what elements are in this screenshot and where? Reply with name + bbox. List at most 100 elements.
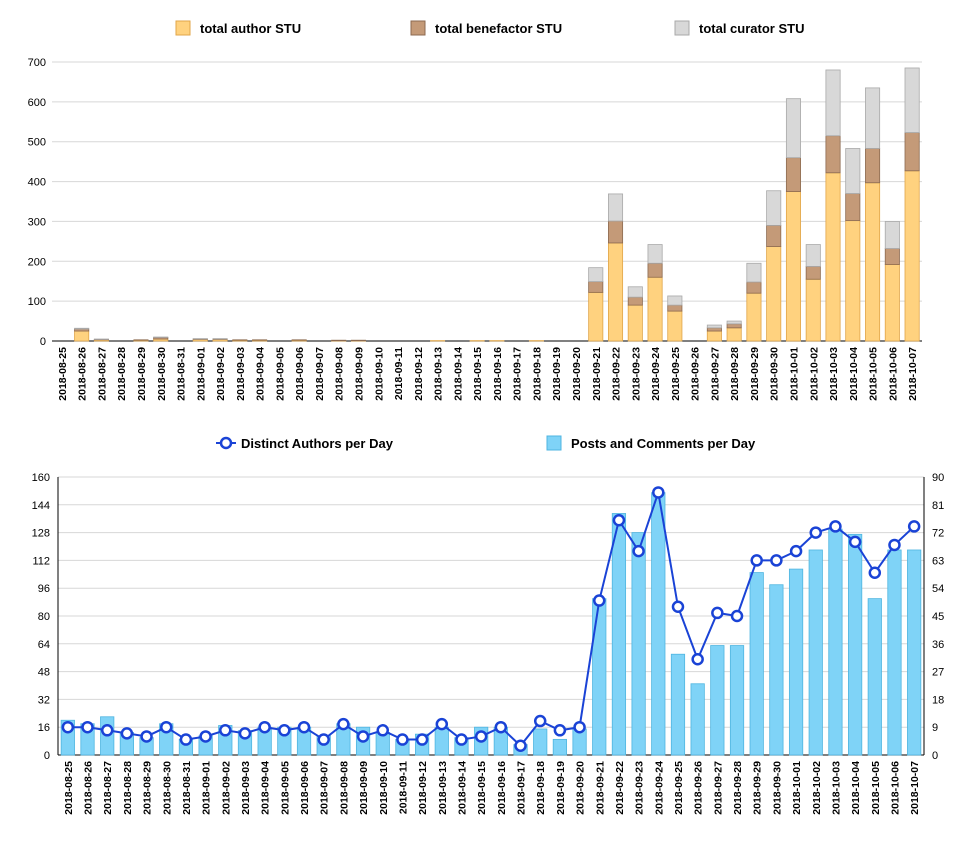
top-x-tick-label: 2018-09-17 [512,347,524,401]
top-bar-author-2018-09-24 [647,276,663,342]
legend-swatch-curator [674,20,690,36]
bottom-right-y-tick-label: 9 [932,722,938,734]
legend-label-posts-comments: Posts and Comments per Day [571,436,756,451]
bottom-left-y-tick-label: 160 [32,472,50,484]
distinct-authors-point-2018-09-04 [258,720,271,734]
top-x-tick-label: 2018-09-19 [551,347,563,401]
bottom-x-tick-label: 2018-09-14 [456,761,468,815]
posts-bar-2018-09-27 [710,645,725,756]
bottom-x-tick-label: 2018-08-29 [142,761,154,815]
top-x-tick-label: 2018-09-22 [611,347,623,401]
legend-item-curator[interactable]: total curator STU [674,20,804,36]
bottom-x-tick-label: 2018-09-13 [437,761,449,815]
bottom-x-tick-label: 2018-09-09 [358,761,370,815]
activity-combo-chart: Distinct Authors per Day Posts and Comme… [32,435,944,815]
legend-item-distinct-authors[interactable]: Distinct Authors per Day [216,436,394,451]
bottom-x-tick-label: 2018-10-05 [870,761,882,815]
top-bar-curator-2018-10-04 [845,148,861,194]
legend-item-benefactor[interactable]: total benefactor STU [410,20,562,36]
bottom-x-tick-label: 2018-09-18 [535,761,547,815]
top-bar-benefactor-2018-09-23 [627,296,643,306]
bottom-x-tick-label: 2018-09-04 [260,761,272,815]
bottom-x-tick-label: 2018-09-17 [516,761,528,815]
bottom-x-tick-label: 2018-09-15 [476,761,488,815]
distinct-authors-line [67,492,915,748]
bottom-x-tick-label: 2018-09-11 [397,761,409,814]
top-y-tick-label: 100 [28,296,46,308]
legend-item-posts-comments[interactable]: Posts and Comments per Day [546,435,756,451]
distinct-authors-point-2018-08-29 [140,730,153,743]
top-x-tick-label: 2018-09-07 [314,347,326,401]
top-x-tick-label: 2018-09-08 [334,347,346,401]
posts-bar-2018-09-29 [749,572,764,756]
posts-bar-2018-09-13 [434,726,449,756]
bottom-x-tick-label: 2018-10-02 [811,761,823,815]
stu-stacked-bar-chart: total author STU total benefactor STU to… [28,20,922,401]
top-bar-curator-2018-09-28 [726,320,742,325]
top-bar-benefactor-2018-10-05 [865,148,881,184]
top-x-tick-label: 2018-09-18 [531,347,543,401]
bottom-left-y-tick-label: 144 [32,500,50,512]
top-bar-curator-2018-10-02 [805,244,821,267]
top-x-tick-label: 2018-09-12 [413,347,425,401]
bottom-chart-line [61,486,921,752]
top-x-tick-label: 2018-09-14 [452,347,464,401]
top-bar-author-2018-10-04 [845,220,861,342]
top-x-tick-label: 2018-08-28 [116,347,128,401]
legend-swatch-benefactor [410,20,426,36]
distinct-authors-point-2018-10-07 [907,520,921,533]
top-bar-benefactor-2018-09-21 [588,281,604,293]
bottom-right-y-tick-label: 27 [932,667,944,679]
posts-bar-2018-09-22 [611,513,627,756]
top-x-tick-label: 2018-09-26 [690,347,702,401]
legend-item-author[interactable]: total author STU [175,20,301,36]
top-x-tick-label: 2018-10-04 [848,347,860,401]
top-y-tick-label: 700 [28,57,46,69]
bottom-left-y-tick-label: 112 [32,555,50,567]
top-x-tick-label: 2018-09-23 [630,347,642,401]
bottom-x-tick-label: 2018-09-20 [575,761,587,815]
legend-label-distinct-authors: Distinct Authors per Day [241,436,394,451]
top-bar-curator-2018-10-05 [865,87,881,149]
top-bar-author-2018-10-01 [785,191,801,342]
top-bar-author-2018-09-21 [588,291,604,342]
bottom-x-tick-label: 2018-10-03 [830,761,842,815]
top-bar-benefactor-2018-09-29 [746,281,762,294]
distinct-authors-point-2018-09-02 [219,724,232,737]
top-chart-x-axis: 2018-08-25 2018-08-26 2018-08-27 2018-08-28… [57,347,919,401]
bottom-x-tick-label: 2018-09-01 [201,761,213,815]
bottom-x-tick-label: 2018-08-30 [161,761,173,815]
posts-bar-2018-10-03 [828,528,843,756]
distinct-authors-point-2018-09-25 [671,600,685,613]
posts-bar-2018-09-19 [552,738,567,756]
distinct-authors-point-2018-09-16 [494,720,508,734]
top-bar-author-2018-10-05 [865,182,881,342]
bottom-x-tick-label: 2018-09-19 [555,761,567,815]
distinct-authors-point-2018-09-22 [612,513,626,527]
top-x-tick-label: 2018-09-15 [472,347,484,401]
top-bar-curator-2018-09-27 [706,324,722,329]
posts-bar-2018-10-06 [887,549,902,756]
top-bar-benefactor-2018-09-28 [726,323,742,329]
top-y-tick-label: 600 [28,97,46,109]
top-y-tick-label: 300 [28,216,46,228]
distinct-authors-point-2018-10-05 [868,566,882,580]
bottom-chart-left-y-axis: 0 16 32 48 64 80 96 112 128 144 160 [32,472,50,762]
distinct-authors-point-2018-09-06 [297,720,311,734]
bottom-left-y-tick-label: 16 [38,722,50,734]
bottom-x-tick-label: 2018-09-12 [417,761,429,815]
distinct-authors-point-2018-10-02 [809,526,822,539]
bottom-x-tick-label: 2018-09-21 [594,761,606,815]
top-bar-benefactor-2018-10-07 [904,132,920,172]
top-bar-benefactor-2018-09-24 [647,262,663,278]
posts-bar-2018-09-21 [592,598,607,756]
bottom-x-tick-label: 2018-10-07 [909,761,921,815]
posts-bar-2018-10-02 [808,549,823,756]
legend-marker-distinct-authors [219,436,233,450]
distinct-authors-point-2018-08-28 [120,727,134,740]
top-bar-author-2018-10-06 [884,264,900,342]
distinct-authors-point-2018-10-03 [829,520,842,533]
top-x-tick-label: 2018-09-25 [670,347,682,401]
bottom-x-tick-label: 2018-09-07 [319,761,331,815]
top-bar-benefactor-2018-10-04 [845,193,861,222]
